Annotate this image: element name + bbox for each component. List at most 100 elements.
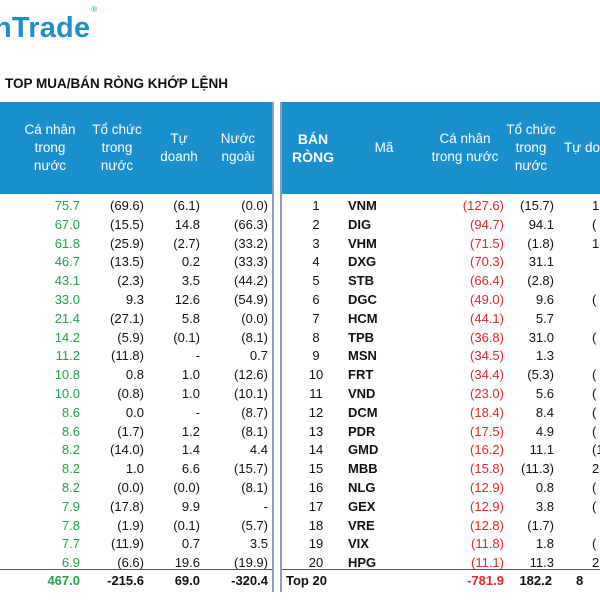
table-row: 6 DGC (49.0) 9.6 ( xyxy=(282,291,600,310)
header-foreign: Nước ngoài xyxy=(220,131,256,164)
cell-ticker: VHM xyxy=(348,235,377,251)
cell-institution-domestic: 4.9 xyxy=(535,423,554,439)
net-sell-total-row: Top 20 -781.9 182.2 8 xyxy=(282,569,600,592)
cell-institution-domestic: (14.0) xyxy=(110,442,144,458)
cell-individual-domestic: 7.7 xyxy=(61,536,80,552)
cell-proprietary: 2 xyxy=(592,461,600,477)
total-institution-domestic: -215.6 xyxy=(107,573,144,588)
cell-rank: 4 xyxy=(312,254,320,270)
cell-individual-domestic: (127.6) xyxy=(462,198,504,213)
cell-individual-domestic: 8.2 xyxy=(61,479,80,495)
net-sell-header: BÁN RÒNG Mã Cá nhân trong nước Tổ chức t… xyxy=(282,102,600,194)
cell-proprietary: ( xyxy=(592,385,597,401)
cell-individual-domestic: 11.2 xyxy=(55,348,80,364)
total-foreign: -320.4 xyxy=(231,573,268,588)
table-row: 8.2 (0.0) (0.0) (8.1) xyxy=(0,479,272,498)
cell-individual-domestic: 46.7 xyxy=(54,254,80,270)
cell-proprietary: 1.2 xyxy=(181,423,200,439)
cell-rank: 6 xyxy=(312,291,320,307)
header-institution-domestic: Tổ chức trong nước xyxy=(92,122,142,173)
cell-rank: 13 xyxy=(308,423,324,439)
cell-foreign: (15.7) xyxy=(234,461,268,477)
cell-institution-domestic: (0.0) xyxy=(117,479,144,495)
table-row: 2 DIG (94.7) 94.1 ( xyxy=(282,216,600,235)
cell-rank: 12 xyxy=(308,404,324,420)
cell-ticker: MSN xyxy=(348,348,377,364)
table-row: 15 MBB (15.8) (11.3) 2 xyxy=(282,460,600,479)
cell-proprietary: (6.1) xyxy=(173,198,200,213)
total-institution-domestic: 182.2 xyxy=(519,573,552,588)
table-row: 3 VHM (71.5) (1.8) 1 xyxy=(282,235,600,254)
cell-individual-domestic: (71.5) xyxy=(470,235,504,251)
cell-proprietary: 0.7 xyxy=(181,536,200,552)
header-net-sell: BÁN RÒNG xyxy=(292,131,334,165)
cell-institution-domestic: 11.1 xyxy=(529,442,554,458)
cell-individual-domestic: 7.9 xyxy=(61,498,80,514)
net-buy-panel: Cá nhân trong nước Tổ chức trong nước Tự… xyxy=(0,102,274,592)
cell-proprietary: 6.6 xyxy=(181,461,200,477)
header-proprietary: Tự do xyxy=(564,140,600,155)
cell-rank: 20 xyxy=(308,555,324,571)
cell-ticker: GEX xyxy=(348,498,376,514)
cell-ticker: HCM xyxy=(348,310,378,326)
net-sell-panel: BÁN RÒNG Mã Cá nhân trong nước Tổ chức t… xyxy=(280,102,600,592)
cell-institution-domestic: (2.3) xyxy=(117,273,144,289)
brand-logo: nTrade® xyxy=(0,5,97,45)
header-individual-domestic: Cá nhân trong nước xyxy=(24,122,76,173)
cell-rank: 14 xyxy=(308,442,324,458)
cell-ticker: VIX xyxy=(348,536,369,552)
cell-ticker: VRE xyxy=(348,517,375,533)
cell-individual-domestic: (16.2) xyxy=(470,442,504,458)
cell-institution-domestic: 5.6 xyxy=(535,385,554,401)
cell-individual-domestic: 7.8 xyxy=(61,517,80,533)
cell-individual-domestic: 10.8 xyxy=(54,367,80,383)
cell-institution-domestic: (1.8) xyxy=(527,235,554,251)
cell-proprietary: (0.1) xyxy=(173,329,200,345)
cell-institution-domestic: (17.8) xyxy=(110,498,144,514)
cell-institution-domestic: 3.8 xyxy=(535,498,554,514)
cell-proprietary: 0.2 xyxy=(181,254,200,270)
table-row: 10.0 (0.8) 1.0 (10.1) xyxy=(0,385,272,404)
net-buy-header: Cá nhân trong nước Tổ chức trong nước Tự… xyxy=(0,102,272,194)
total-label: Top 20 xyxy=(286,573,327,588)
cell-ticker: HPG xyxy=(348,555,377,571)
cell-proprietary: ( xyxy=(592,404,597,420)
cell-institution-domestic: (11.3) xyxy=(521,461,554,477)
cell-foreign: (0.0) xyxy=(241,198,268,213)
net-sell-rows: 1 VNM (127.6) (15.7) 1 2 DIG (94.7) 94.1(3 VHM (71… xyxy=(282,197,600,573)
cell-ticker: GMD xyxy=(348,442,379,458)
total-individual-domestic: -781.9 xyxy=(467,573,504,588)
cell-rank: 10 xyxy=(308,367,324,383)
cell-ticker: DXG xyxy=(348,254,377,270)
table-row: 19 VIX (11.8) 1.8 ( xyxy=(282,535,600,554)
cell-rank: 1 xyxy=(312,198,320,213)
table-row: 20 HPG (11.1) 11.3 2 xyxy=(282,554,600,573)
table-row: 7 HCM (44.1) 5.7 xyxy=(282,310,600,329)
table-row: 6.9 (6.6) 19.6 (19.9) xyxy=(0,554,272,573)
cell-individual-domestic: 8.2 xyxy=(61,461,80,477)
cell-rank: 16 xyxy=(308,479,324,495)
cell-foreign: (33.2) xyxy=(234,235,268,251)
cell-foreign: (44.2) xyxy=(234,273,268,289)
cell-individual-domestic: 75.7 xyxy=(54,198,80,213)
cell-institution-domestic: (13.5) xyxy=(110,254,144,270)
cell-foreign: (66.3) xyxy=(234,216,268,232)
cell-foreign: 0.7 xyxy=(249,348,268,364)
cell-individual-domestic: 8.6 xyxy=(61,423,80,439)
cell-individual-domestic: 8.6 xyxy=(61,404,80,420)
cell-institution-domestic: (11.9) xyxy=(111,536,144,552)
cell-individual-domestic: (94.7) xyxy=(470,216,504,232)
cell-institution-domestic: (5.3) xyxy=(527,367,554,383)
cell-proprietary: (2.7) xyxy=(173,235,200,251)
cell-individual-domestic: 8.2 xyxy=(61,442,80,458)
table-row: 14 GMD (16.2) 11.1 (1 xyxy=(282,441,600,460)
cell-individual-domestic: (23.0) xyxy=(470,385,504,401)
cell-proprietary: ( xyxy=(592,479,597,495)
cell-individual-domestic: (18.4) xyxy=(470,404,504,420)
logo-text: nTrade xyxy=(0,12,91,44)
cell-institution-domestic: 11.3 xyxy=(529,555,554,571)
cell-ticker: MBB xyxy=(348,461,378,477)
table-row: 17 GEX (12.9) 3.8 ( xyxy=(282,498,600,517)
cell-rank: 19 xyxy=(308,536,324,552)
cell-institution-domestic: 5.7 xyxy=(535,310,554,326)
